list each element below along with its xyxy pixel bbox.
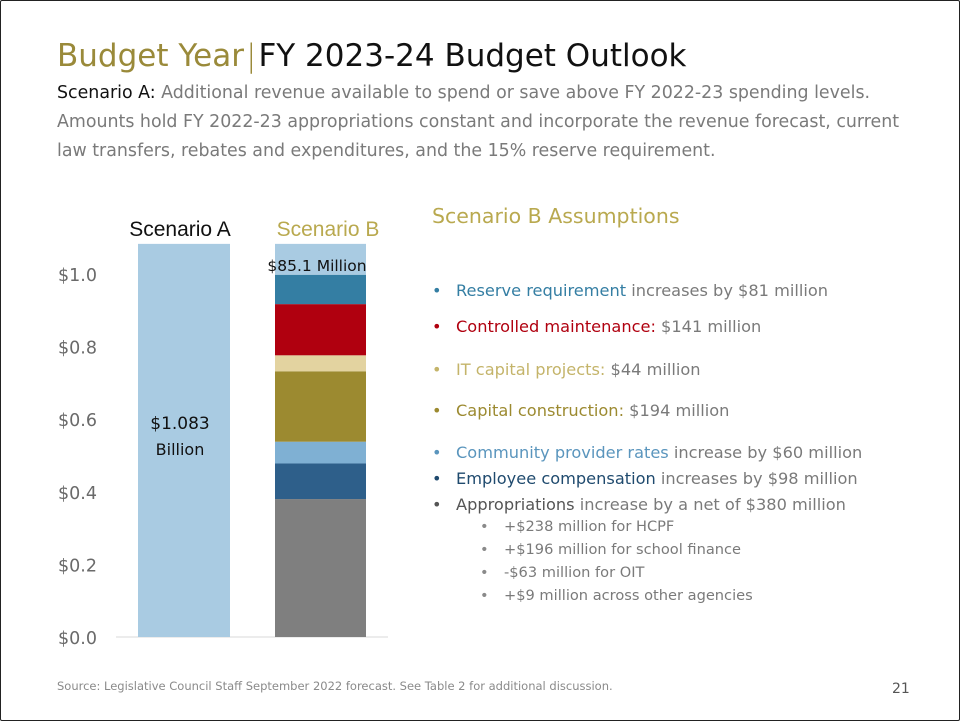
assumption-value: $141 million [655,317,762,336]
bar-label-scenario-b: $85.1 Million [267,257,366,275]
y-tick-label: $0.6 [58,411,97,431]
assumption-value: $194 million [624,401,730,420]
bullet-icon: • [432,317,442,336]
bars [138,243,366,637]
assumption-value: increase by $60 million [668,443,863,462]
assumption-label: Reserve requirement [456,281,627,300]
bar-segment [138,243,230,637]
y-tick-label: $0.8 [58,339,97,359]
assumption-value: increase by a net of $380 million [574,495,846,514]
assumption-label: IT capital projects: [456,360,606,379]
bullet-icon: • [432,469,442,488]
y-axis-ticks: $0.0 $0.2 $0.4 $0.6 $0.8 $1.0 [58,266,97,649]
bar-segment [275,441,366,464]
category-label-scenario-a: Scenario A [129,218,231,241]
title-main: FY 2023-24 Budget Outlook [258,38,687,74]
title-lead: Budget Year [57,38,244,74]
category-label-scenario-b: Scenario B [277,218,380,241]
y-tick-label: $0.2 [58,556,97,576]
bullet-icon: • [480,587,489,604]
bar-segment [275,499,366,637]
bar-segment [275,371,366,442]
bullet-icon: • [432,281,442,300]
bar-segment [275,463,366,500]
assumption-label: Employee compensation [456,469,656,488]
bullet-icon: • [432,401,442,420]
bar-segment [275,304,366,356]
subitem-text: -$63 million for OIT [504,564,645,581]
scenario-label: Scenario A: [57,83,156,103]
scenario-description: Scenario A: Additional revenue available… [57,79,917,166]
bullet-icon: • [432,360,442,379]
subitem-text: +$238 million for HCPF [504,518,675,535]
assumption-value: increases by $81 million [626,281,829,300]
bar-segment [275,274,366,305]
bar-segment [275,243,366,275]
bar-label-scenario-a-unit: Billion [156,440,205,459]
bullet-icon: • [480,564,489,581]
assumption-label: Community provider rates [456,443,669,462]
bullet-icon: • [480,518,489,535]
subitem-text: +$9 million across other agencies [504,587,753,604]
y-tick-label: $1.0 [58,266,97,286]
bullet-icon: • [432,443,442,462]
assumption-value: $44 million [605,360,701,379]
bar-segment [275,355,366,372]
y-tick-label: $0.0 [58,629,97,649]
y-tick-label: $0.4 [58,484,97,504]
bullet-icon: • [432,495,442,514]
scenario-text: Additional revenue available to spend or… [57,83,900,161]
assumptions-title: Scenario B Assumptions [432,204,680,228]
bullet-icon: • [480,541,489,558]
assumption-label: Controlled maintenance: [456,317,656,336]
bar-label-scenario-a-amount: $1.083 [150,414,209,434]
assumption-label: Appropriations [456,495,575,514]
assumption-label: Capital construction: [456,401,625,420]
slide-title: Budget Year|FY 2023-24 Budget Outlook [57,36,687,76]
source-footer: Source: Legislative Council Staff Septem… [57,679,613,693]
assumption-value: increases by $98 million [655,469,858,488]
title-separator: | [245,38,257,74]
subitem-text: +$196 million for school finance [504,541,742,558]
page-number: 21 [892,681,910,697]
